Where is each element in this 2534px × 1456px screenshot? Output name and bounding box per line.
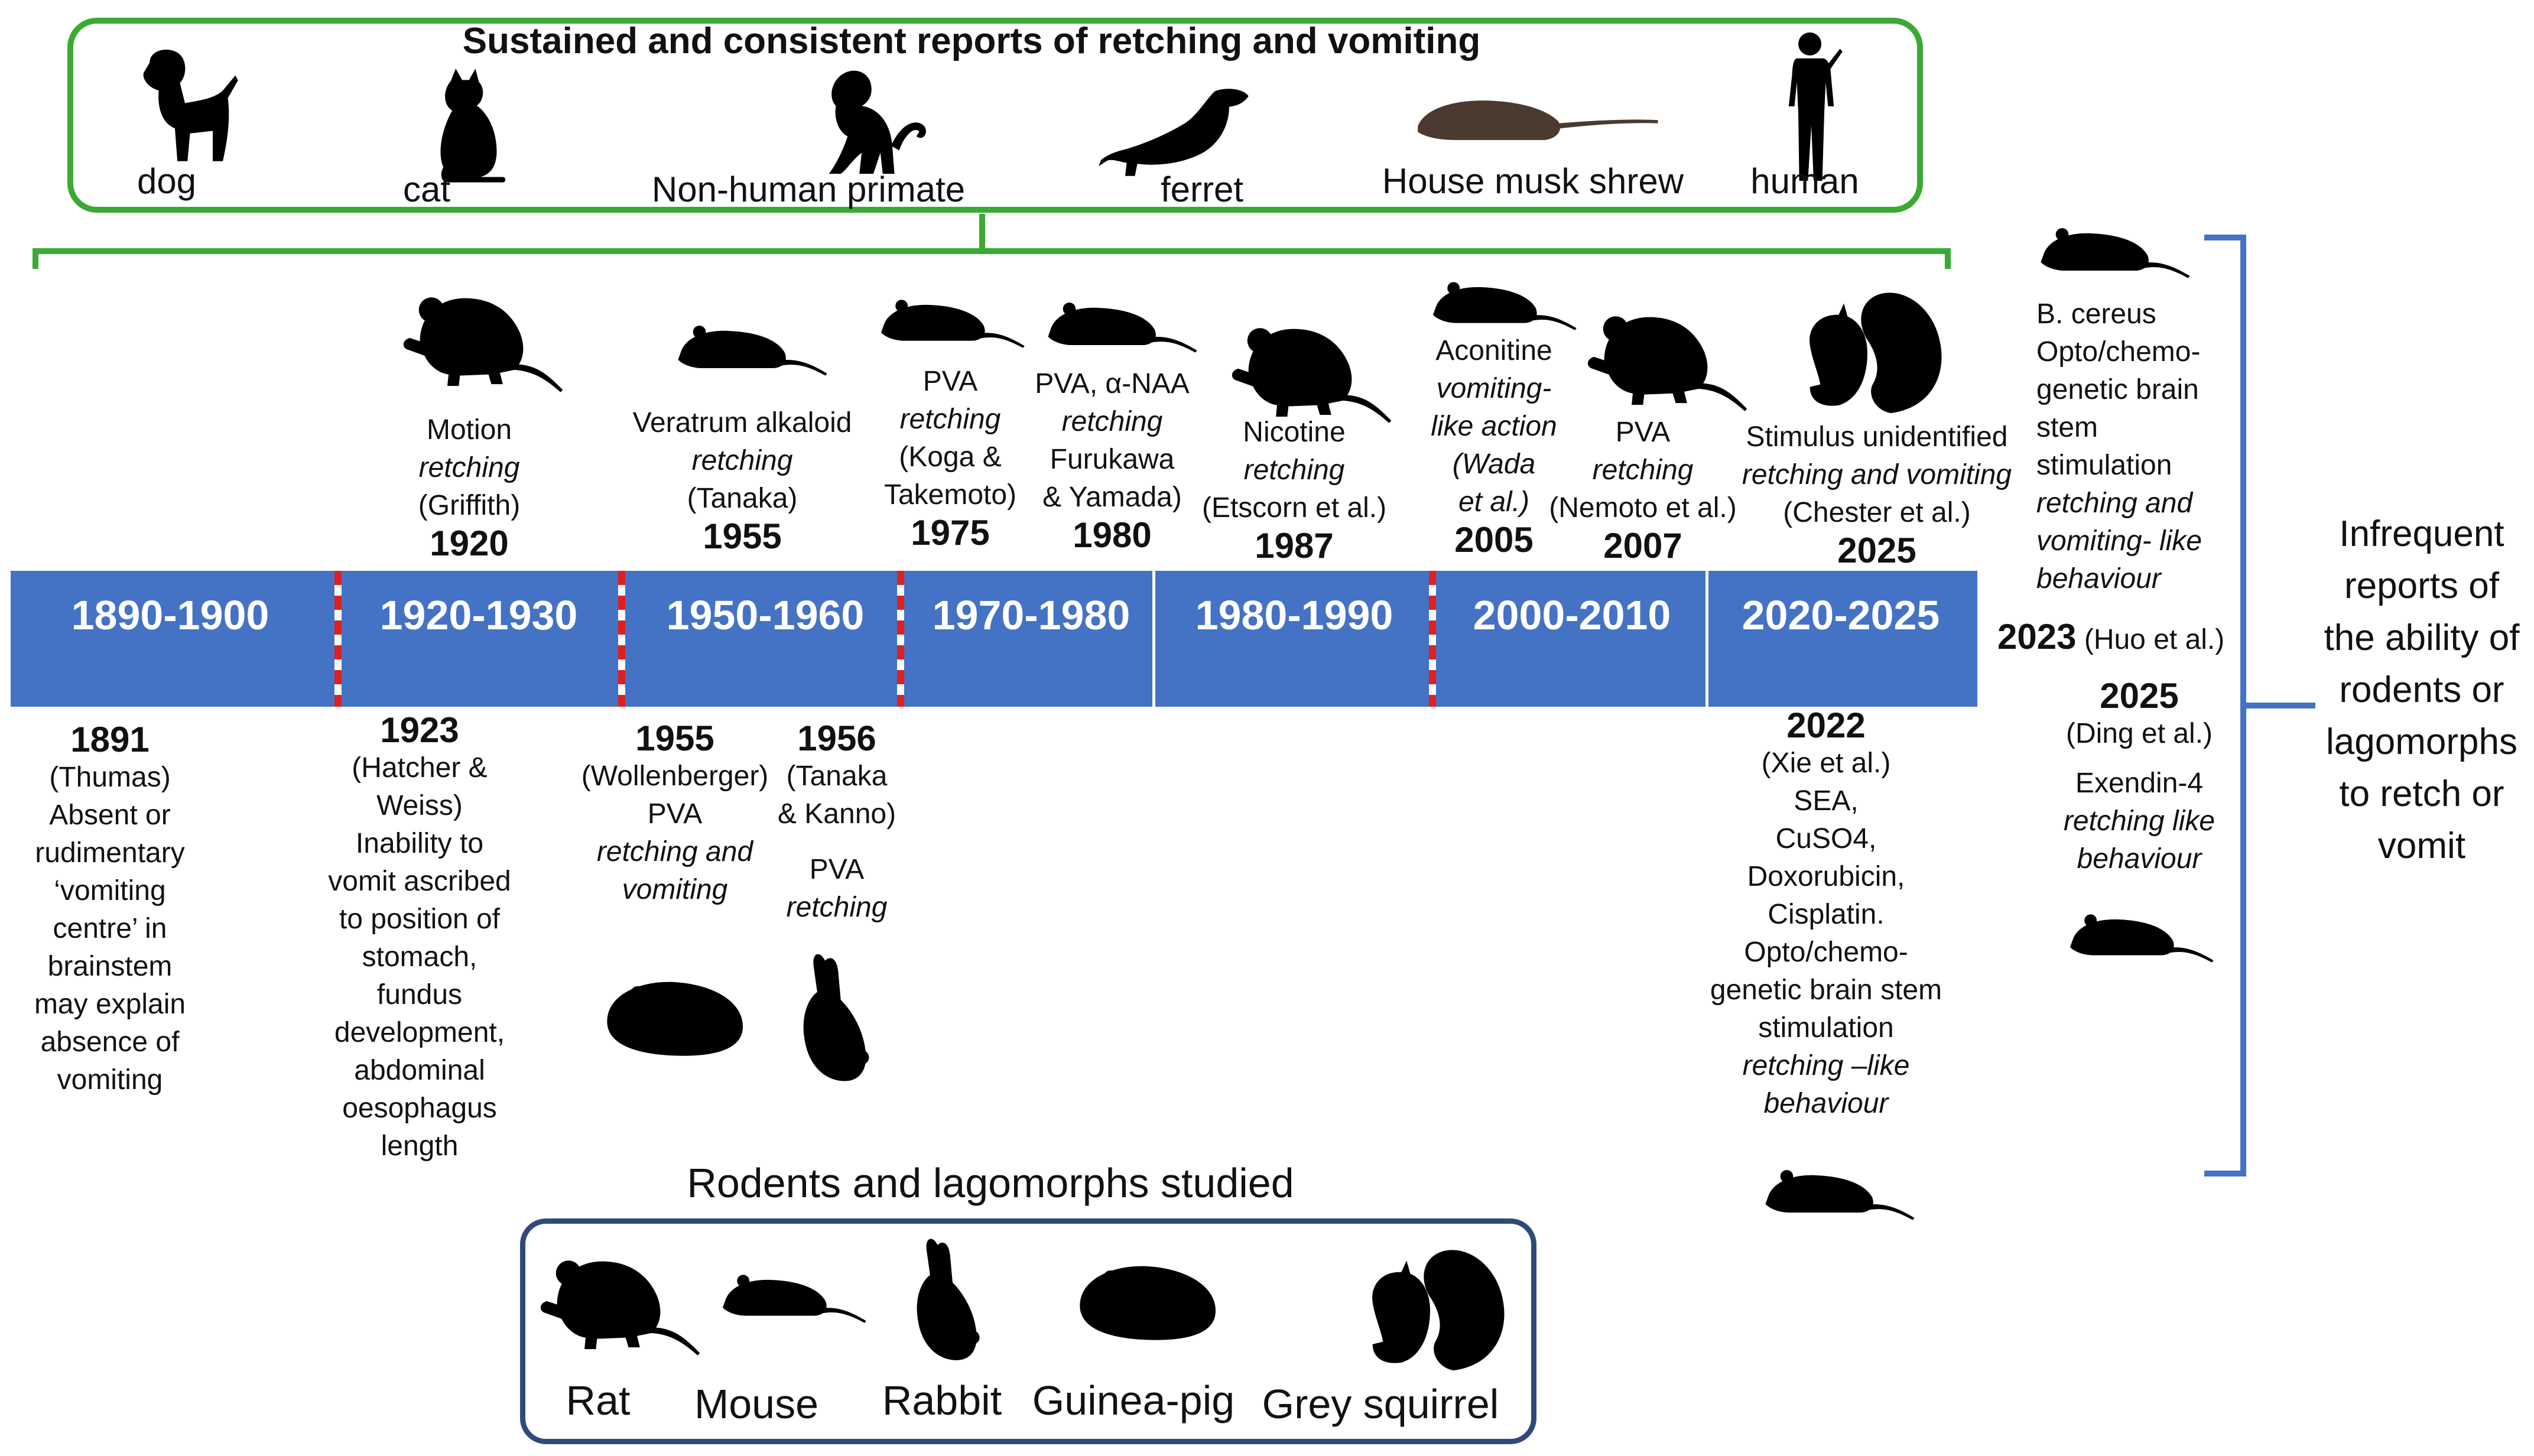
event-1891: 1891 (Thumas) Absent or rudimentary ‘vom… — [34, 720, 186, 1096]
event-2022: 2022 (Xie et al.) SEA, CuSO4, Doxorubici… — [1710, 706, 1942, 1120]
timeline-separator — [1152, 571, 1155, 707]
timeline-separator — [1705, 571, 1708, 707]
decade-2000-2010: 2000-2010 — [1473, 592, 1671, 638]
timeline-gap-marker — [1429, 571, 1436, 707]
side-note: Infrequent reports of the ability of rod… — [2324, 514, 2520, 866]
bottom-label-rat: Rat — [566, 1377, 631, 1424]
bottom-label-guinea-pig: Guinea-pig — [1032, 1377, 1235, 1424]
animal-label-shrew: House musk shrew — [1382, 161, 1684, 201]
squirrel-icon — [1347, 1240, 1513, 1376]
bottom-label-mouse: Mouse — [694, 1381, 819, 1427]
decade-1980-1990: 1980-1990 — [1195, 592, 1393, 638]
rat-icon — [534, 1240, 706, 1358]
timeline-gap-marker — [897, 571, 904, 707]
event-1955-wollenberger: 1955 (Wollenberger) PVA retching and vom… — [581, 719, 769, 906]
bottom-label-grey-squirrel: Grey squirrel — [1262, 1381, 1499, 1427]
top-panel-title: Sustained and consistent reports of retc… — [462, 21, 1481, 61]
event-2025-ding: 2025 (Ding et al.) Exendin-4 retching li… — [2063, 676, 2215, 875]
decade-1890-1900: 1890-1900 — [71, 592, 269, 638]
timeline-gap-marker — [334, 571, 342, 707]
event-1955-tanaka: Veratrum alkaloid retching (Tanaka) 1955 — [632, 407, 852, 556]
rabbit-icon — [898, 1235, 987, 1365]
event-2005: Aconitine vomiting- like action (Wada et… — [1431, 335, 1557, 560]
animal-label-human: human — [1750, 161, 1859, 201]
animal-label-ferret: ferret — [1160, 170, 1244, 209]
event-1975: PVA retching (Koga & Takemoto) 1975 — [883, 366, 1017, 552]
bottom-panel-title: Rodents and lagomorphs studied — [687, 1160, 1294, 1206]
event-1987: Nicotine retching (Etscorn et al.) 1987 — [1201, 417, 1387, 566]
event-1923: 1923 (Hatcher & Weiss) Inability to vomi… — [328, 710, 511, 1162]
animal-label-primate: Non-human primate — [651, 170, 966, 209]
event-1920: Motion retching (Griffith) 1920 — [418, 414, 521, 563]
event-2007: PVA retching (Nemoto et al.) 2007 — [1549, 417, 1737, 566]
event-2023-year: 2023 (Huo et al.) — [1997, 617, 2225, 656]
top-bracket — [33, 214, 1951, 269]
mouse-icon — [715, 1262, 869, 1328]
event-2025-chester: Stimulus unidentified retching and vomit… — [1742, 421, 2012, 570]
bottom-label-rabbit: Rabbit — [882, 1377, 1002, 1424]
event-2023-huo: B. cereus Opto/chemo- genetic brain stem… — [2036, 298, 2202, 594]
decade-1920-1930: 1920-1930 — [379, 592, 578, 638]
decade-2020-2025: 2020-2025 — [1742, 592, 1940, 638]
animal-label-dog: dog — [137, 161, 197, 201]
event-1980: PVA, α-NAA retching Furukawa & Yamada) 1… — [1035, 368, 1190, 555]
guinea-pig-icon — [1070, 1256, 1223, 1345]
bottom-panel — [520, 1218, 1536, 1444]
top-panel — [67, 18, 1923, 213]
timeline-gap-marker — [618, 571, 625, 707]
decade-1970-1980: 1970-1980 — [932, 592, 1130, 638]
decade-1950-1960: 1950-1960 — [666, 592, 865, 638]
animal-label-cat: cat — [402, 170, 451, 209]
event-1956: 1956 (Tanaka & Kanno) PVA retching — [777, 719, 896, 924]
